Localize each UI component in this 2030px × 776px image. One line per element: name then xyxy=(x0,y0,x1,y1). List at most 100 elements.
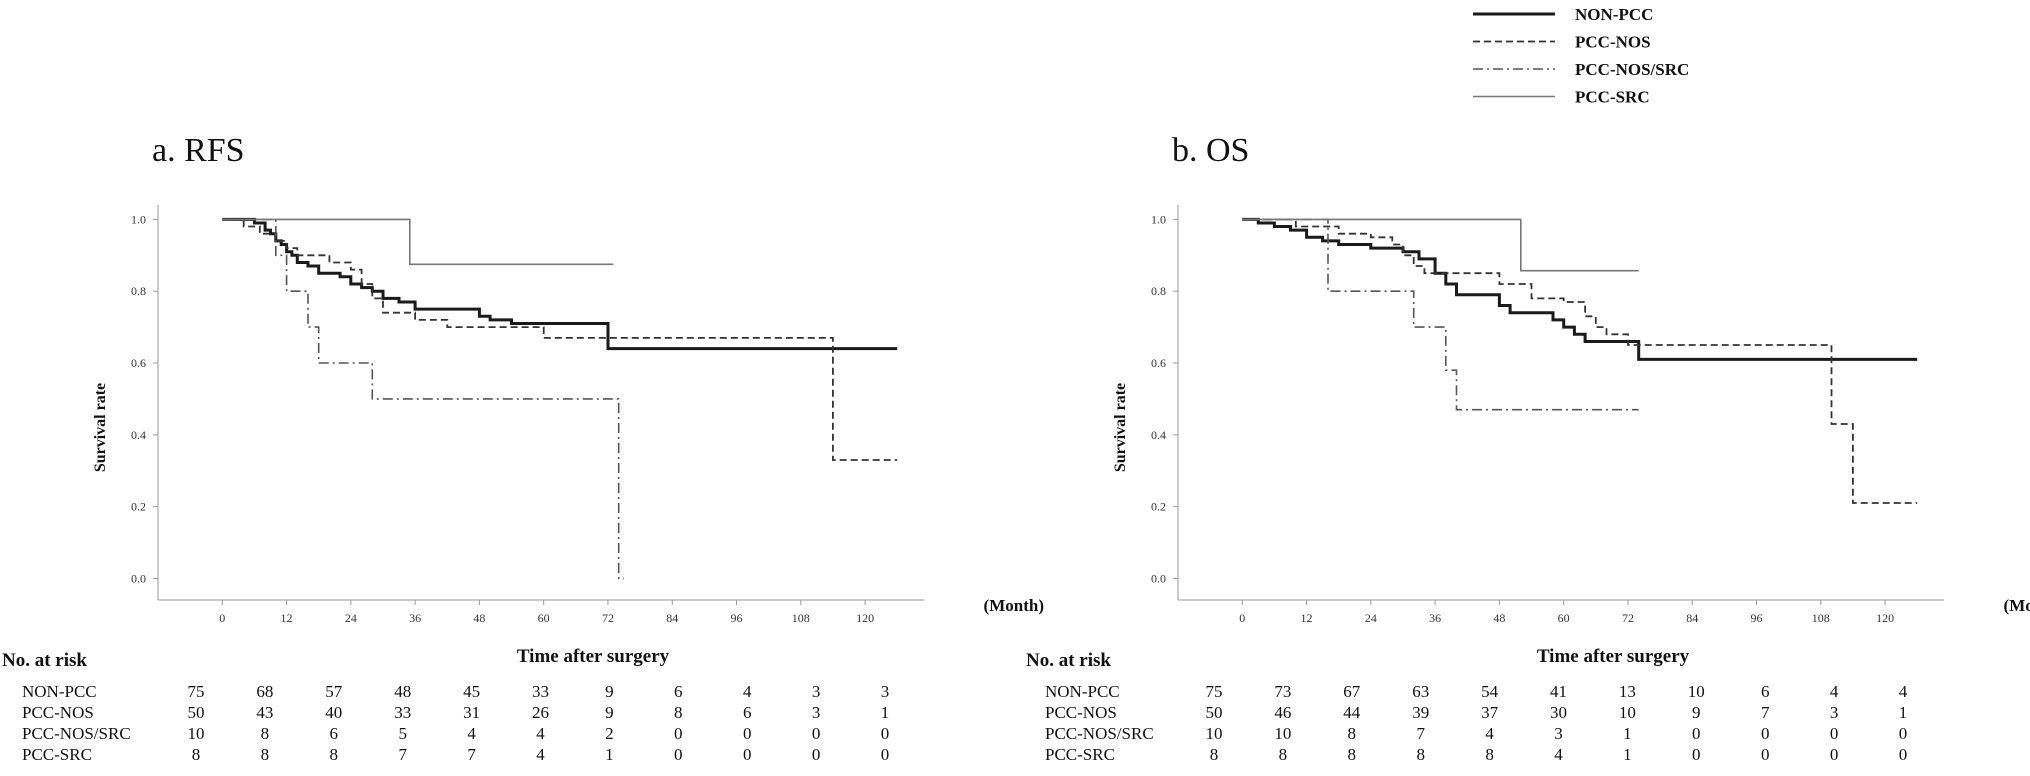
risk-cell: 9 xyxy=(1692,703,1701,722)
risk-cell: 0 xyxy=(1761,745,1770,764)
risk-cell: 75 xyxy=(188,682,205,701)
risk-cell: 9 xyxy=(605,682,614,701)
legend-label-3: PCC-SRC xyxy=(1575,88,1650,107)
risk-cell: 4 xyxy=(1830,682,1839,701)
x-tick-label: 72 xyxy=(1622,611,1634,625)
x-tick-label: 60 xyxy=(1558,611,1570,625)
y-tick-label: 0.0 xyxy=(1151,571,1166,585)
risk-cell: 31 xyxy=(463,703,480,722)
y-tick-label: 0.8 xyxy=(131,284,146,298)
risk-cell: 50 xyxy=(188,703,205,722)
chart-title: a. RFS xyxy=(152,132,245,169)
risk-cell: 41 xyxy=(1550,682,1567,701)
risk-table-title: No. at risk xyxy=(1026,650,1111,671)
risk-cell: 8 xyxy=(261,745,270,764)
risk-cell: 0 xyxy=(674,724,683,743)
series-non-pcc-line xyxy=(222,217,898,351)
risk-cell: 68 xyxy=(256,682,273,701)
risk-cell: 0 xyxy=(1692,745,1701,764)
y-tick-label: 0.8 xyxy=(1151,284,1166,298)
y-tick-label: 0.6 xyxy=(1151,356,1166,370)
x-tick-label: 0 xyxy=(219,611,225,625)
risk-row-label: NON-PCC xyxy=(22,682,97,701)
y-tick-label: 0.6 xyxy=(131,356,146,370)
risk-cell: 1 xyxy=(881,703,890,722)
x-tick-label: 96 xyxy=(1751,611,1763,625)
risk-cell: 8 xyxy=(1279,745,1288,764)
legend-label-2: PCC-NOS/SRC xyxy=(1575,60,1689,79)
risk-row-label: PCC-NOS xyxy=(1045,703,1117,722)
panel-os: b. OS0.00.20.40.60.81.00 12 24 36 48 60 72 84 96… xyxy=(1026,132,2030,764)
chart-title: b. OS xyxy=(1172,132,1249,169)
risk-cell: 10 xyxy=(1619,703,1636,722)
risk-cell: 3 xyxy=(1554,724,1563,743)
series-pcc-nos-line xyxy=(1242,218,1918,504)
risk-cell: 26 xyxy=(532,703,549,722)
x-tick-label: 24 xyxy=(1365,611,1377,625)
risk-cell: 7 xyxy=(467,745,476,764)
risk-cell: 6 xyxy=(1761,682,1770,701)
risk-cell: 1 xyxy=(1623,724,1632,743)
risk-cell: 7 xyxy=(398,745,407,764)
risk-cell: 2 xyxy=(605,724,614,743)
risk-cell: 8 xyxy=(192,745,201,764)
risk-cell: 63 xyxy=(1412,682,1429,701)
x-tick-label: 36 xyxy=(409,611,421,625)
risk-cell: 9 xyxy=(605,703,614,722)
risk-cell: 4 xyxy=(467,724,476,743)
risk-cell: 33 xyxy=(532,682,549,701)
y-tick-label: 0.4 xyxy=(1151,428,1166,442)
risk-cell: 4 xyxy=(1899,682,1908,701)
x-tick-label: 0 xyxy=(1239,611,1245,625)
risk-cell: 1 xyxy=(1623,745,1632,764)
risk-cell: 54 xyxy=(1481,682,1499,701)
risk-cell: 10 xyxy=(1274,724,1291,743)
risk-cell: 8 xyxy=(1485,745,1494,764)
series-pcc-src-line xyxy=(1242,218,1639,272)
risk-cell: 7 xyxy=(1416,724,1425,743)
x-axis-label: Time after surgery xyxy=(1537,646,1690,667)
x-tick-label: 48 xyxy=(1493,611,1505,625)
risk-cell: 33 xyxy=(394,703,411,722)
x-tick-label: 36 xyxy=(1429,611,1441,625)
risk-cell: 8 xyxy=(330,745,339,764)
x-tick-label: 120 xyxy=(856,611,874,625)
risk-cell: 39 xyxy=(1412,703,1429,722)
y-tick-label: 0.4 xyxy=(131,428,146,442)
risk-cell: 6 xyxy=(743,703,752,722)
risk-cell: 3 xyxy=(812,682,821,701)
risk-cell: 5 xyxy=(398,724,407,743)
risk-row-label: PCC-SRC xyxy=(22,745,92,764)
risk-cell: 8 xyxy=(674,703,683,722)
risk-table-title: No. at risk xyxy=(2,650,87,671)
risk-cell: 48 xyxy=(394,682,411,701)
risk-cell: 6 xyxy=(330,724,339,743)
risk-cell: 4 xyxy=(743,682,752,701)
series-pcc-nos-line xyxy=(222,218,898,461)
risk-cell: 3 xyxy=(1830,703,1839,722)
risk-cell: 6 xyxy=(674,682,683,701)
risk-row-label: PCC-NOS xyxy=(22,703,94,722)
series-non-pcc-line xyxy=(1242,217,1918,361)
series-pcc-src-line xyxy=(222,218,614,266)
y-tick-label: 0.2 xyxy=(131,500,146,514)
risk-cell: 0 xyxy=(1899,745,1908,764)
risk-cell: 40 xyxy=(325,703,342,722)
y-tick-label: 1.0 xyxy=(1151,212,1166,226)
risk-cell: 10 xyxy=(1688,682,1705,701)
risk-cell: 10 xyxy=(1206,724,1223,743)
risk-cell: 0 xyxy=(1761,724,1770,743)
risk-cell: 0 xyxy=(881,724,890,743)
risk-cell: 30 xyxy=(1550,703,1567,722)
risk-row-label: PCC-SRC xyxy=(1045,745,1115,764)
risk-cell: 0 xyxy=(1830,724,1839,743)
risk-cell: 0 xyxy=(743,745,752,764)
x-tick-label: 72 xyxy=(602,611,614,625)
x-tick-label: 108 xyxy=(1812,611,1830,625)
risk-cell: 0 xyxy=(1899,724,1908,743)
x-tick-label: 48 xyxy=(473,611,485,625)
risk-cell: 0 xyxy=(1830,745,1839,764)
risk-cell: 45 xyxy=(463,682,480,701)
risk-cell: 0 xyxy=(812,724,821,743)
